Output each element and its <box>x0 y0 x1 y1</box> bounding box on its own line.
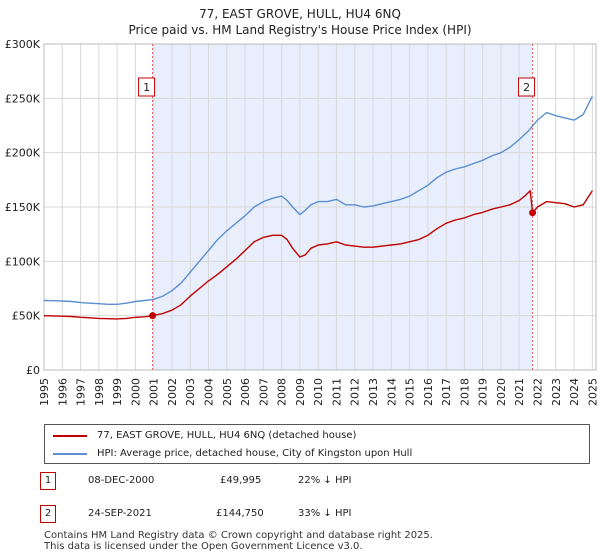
x-tick-label: 2007 <box>257 378 270 406</box>
hpi-line <box>43 95 593 305</box>
x-tick-label: 2022 <box>532 378 545 406</box>
y-tick-label: £300K <box>5 38 41 51</box>
x-tick-label: 2001 <box>148 378 161 406</box>
x-tick-label: 2015 <box>404 378 417 406</box>
sale-point <box>529 209 537 217</box>
y-tick-label: £250K <box>5 92 41 105</box>
x-tick-label: 2012 <box>349 378 362 406</box>
table-row: 2 24-SEP-2021 £144,750 33% ↓ HPI <box>40 505 370 525</box>
x-tick-label: 2009 <box>294 378 307 406</box>
x-tick-label: 2011 <box>330 378 343 406</box>
price-paid-line <box>43 189 593 320</box>
transaction-price: £49,995 <box>220 475 262 486</box>
x-tick-label: 2023 <box>550 378 563 406</box>
sale-marker-label: 1 <box>143 81 150 94</box>
y-tick-label: £0 <box>26 364 40 377</box>
plot-area: £0 £50K £100K £150K £200K £250K £300K 1995 1996 1… <box>5 38 600 406</box>
transaction-price: £144,750 <box>216 508 264 519</box>
x-tick-label: 2020 <box>495 378 508 406</box>
footer-line2: This data is licensed under the Open Gov… <box>44 541 363 552</box>
x-tick-label: 2025 <box>586 378 599 406</box>
legend-swatch-price <box>53 435 87 437</box>
transaction-marker: 2 <box>40 505 56 523</box>
price-chart: 77, EAST GROVE, HULL, HU4 6NQ Price paid… <box>5 7 600 406</box>
x-tick-label: 2014 <box>385 378 398 406</box>
legend-label-hpi: HPI: Average price, detached house, City… <box>97 448 413 459</box>
y-tick-label: £100K <box>5 255 41 268</box>
x-tick-label: 1995 <box>38 378 51 406</box>
transaction-marker: 1 <box>40 472 56 490</box>
x-tick-label: 2019 <box>477 378 490 406</box>
sale-marker-box <box>138 77 156 97</box>
x-tick-label: 2004 <box>203 378 216 406</box>
x-tick-label: 2008 <box>276 378 289 406</box>
legend-item-price: 77, EAST GROVE, HULL, HU4 6NQ (detached … <box>53 428 356 444</box>
x-tick-label: 2024 <box>568 378 581 406</box>
x-tick-label: 2021 <box>513 378 526 406</box>
x-tick-label: 2017 <box>440 378 453 406</box>
x-tick-label: 1999 <box>111 378 124 406</box>
x-tick-label: 2003 <box>184 378 197 406</box>
y-tick-label: £150K <box>5 201 41 214</box>
sale-marker-box <box>518 77 536 97</box>
transaction-hpi: 22% ↓ HPI <box>298 475 352 486</box>
transaction-hpi: 33% ↓ HPI <box>298 508 352 519</box>
legend-label-price: 77, EAST GROVE, HULL, HU4 6NQ (detached … <box>97 430 357 441</box>
x-tick-label: 2018 <box>458 378 471 406</box>
x-tick-label: 1997 <box>75 378 88 406</box>
transaction-date: 24-SEP-2021 <box>88 508 152 519</box>
x-tick-label: 2002 <box>166 378 179 406</box>
legend-item-hpi: HPI: Average price, detached house, City… <box>53 446 412 462</box>
legend: 77, EAST GROVE, HULL, HU4 6NQ (detached … <box>44 424 590 464</box>
chart-title-line1: 77, EAST GROVE, HULL, HU4 6NQ <box>199 7 401 21</box>
footer: Contains HM Land Registry data © Crown c… <box>44 530 433 552</box>
x-tick-label: 2000 <box>129 378 142 406</box>
x-tick-label: 1996 <box>56 378 69 406</box>
x-tick-label: 2013 <box>367 378 380 406</box>
legend-swatch-hpi <box>53 453 87 455</box>
plot-frame <box>43 43 597 371</box>
sale-marker-label: 2 <box>523 81 530 94</box>
x-tick-label: 2016 <box>422 378 435 406</box>
table-row: 1 08-DEC-2000 £49,995 22% ↓ HPI <box>40 472 370 492</box>
y-tick-label: £200K <box>5 147 41 160</box>
footer-line1: Contains HM Land Registry data © Crown c… <box>44 530 433 541</box>
x-tick-label: 2006 <box>239 378 252 406</box>
transaction-date: 08-DEC-2000 <box>88 475 155 486</box>
x-tick-label: 2005 <box>221 378 234 406</box>
chart-title-line2: Price paid vs. HM Land Registry's House … <box>128 23 471 37</box>
x-tick-label: 1998 <box>93 378 106 406</box>
sale-point <box>149 312 157 320</box>
x-tick-label: 2010 <box>312 378 325 406</box>
y-tick-label: £50K <box>12 310 41 323</box>
